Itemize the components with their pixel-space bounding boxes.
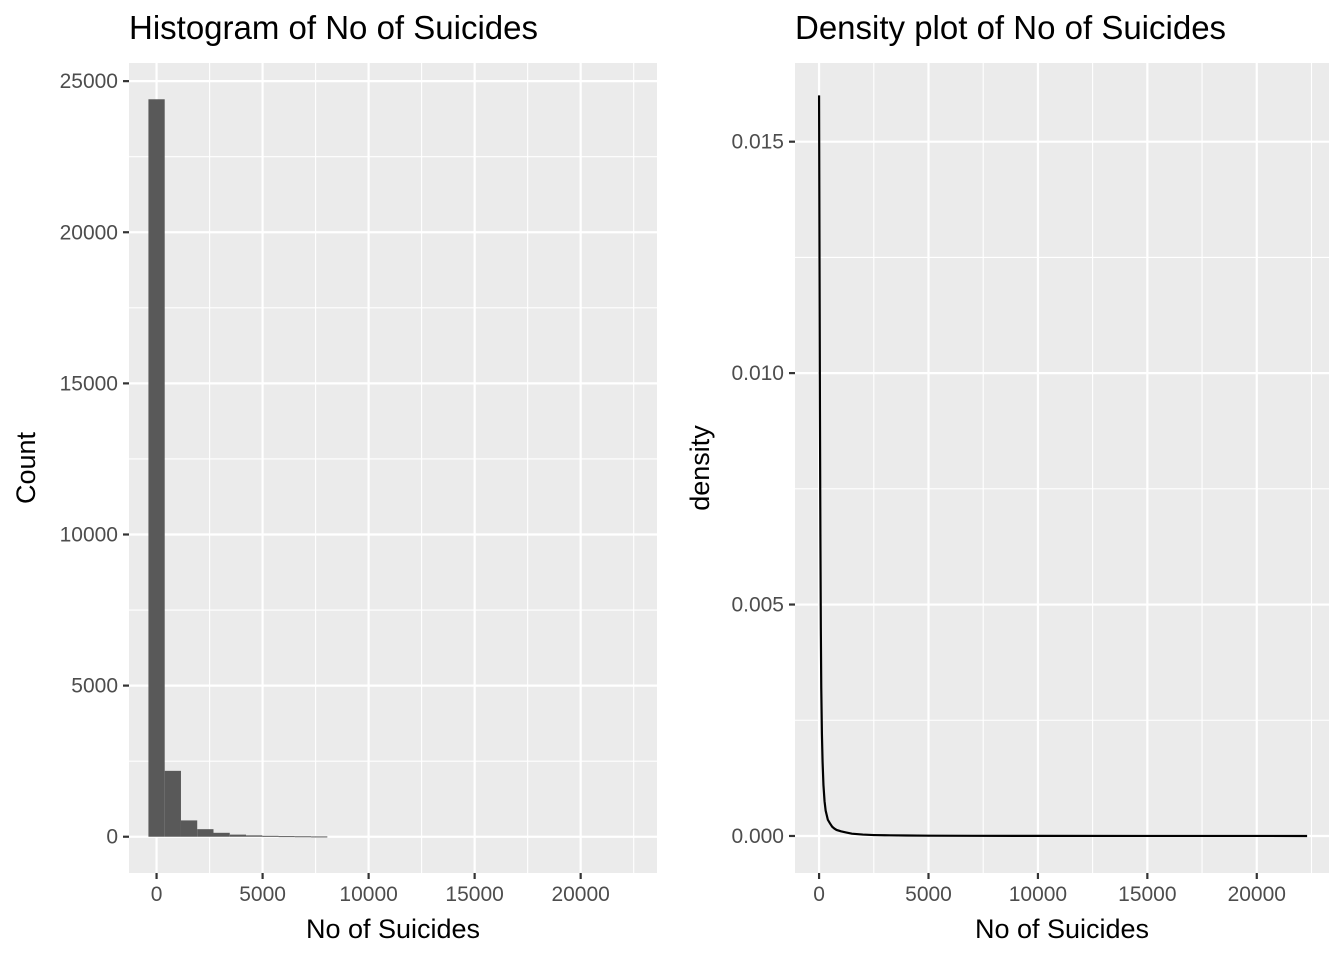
density-panel: 0 5000 10000 15000 20000 0.000 0.005 0.010 0.015… [685, 9, 1329, 944]
histogram-bar [278, 836, 295, 838]
histogram-axes: 0 5000 10000 15000 20000 0 5000 10000 15000 20000… [60, 70, 610, 906]
histogram-bar [164, 770, 181, 837]
x-tick-label: 20000 [551, 883, 609, 906]
x-tick-label: 0 [813, 883, 825, 906]
histogram-bar [294, 836, 312, 838]
x-tick-label: 0 [151, 883, 163, 906]
y-tick-label: 0.000 [731, 825, 784, 848]
histogram-plot-area [129, 63, 657, 873]
density-x-axis-title: No of Suicides [975, 914, 1149, 944]
histogram-x-axis-title: No of Suicides [306, 914, 480, 944]
y-tick-label: 25000 [60, 70, 118, 93]
density-axes: 0 5000 10000 15000 20000 0.000 0.005 0.010 0.015 [731, 131, 1286, 906]
x-tick-label: 15000 [445, 883, 503, 906]
y-tick-label: 0.010 [731, 362, 784, 385]
histogram-bar [197, 829, 214, 837]
x-tick-label: 5000 [239, 883, 286, 906]
histogram-bar [180, 820, 198, 837]
x-tick-label: 5000 [905, 883, 952, 906]
y-tick-label: 10000 [60, 523, 118, 546]
histogram-y-axis-title: Count [11, 431, 41, 504]
density-title: Density plot of No of Suicides [795, 9, 1226, 46]
histogram-bar [246, 835, 263, 837]
histogram-bar [229, 834, 247, 837]
histogram-bars [148, 99, 328, 838]
histogram-bar [311, 836, 328, 838]
y-tick-label: 0 [106, 826, 118, 849]
histogram-panel: 0 5000 10000 15000 20000 0 5000 10000 15000 20000… [11, 9, 657, 944]
density-marks [817, 95, 1308, 838]
histogram-title: Histogram of No of Suicides [129, 9, 538, 46]
density-y-axis-title: density [685, 425, 715, 511]
y-tick-label: 0.005 [731, 594, 784, 617]
y-tick-label: 15000 [60, 372, 118, 395]
x-tick-label: 10000 [339, 883, 397, 906]
histogram-bar [262, 835, 279, 837]
y-tick-label: 20000 [60, 221, 118, 244]
density-plot-area [795, 63, 1329, 873]
y-tick-label: 5000 [71, 675, 118, 698]
x-tick-label: 20000 [1228, 883, 1286, 906]
y-tick-label: 0.015 [731, 131, 784, 154]
histogram-bar [148, 99, 165, 837]
x-tick-label: 10000 [1009, 883, 1067, 906]
histogram-bar [213, 832, 230, 837]
x-tick-label: 15000 [1118, 883, 1176, 906]
density-curve [817, 95, 1308, 838]
